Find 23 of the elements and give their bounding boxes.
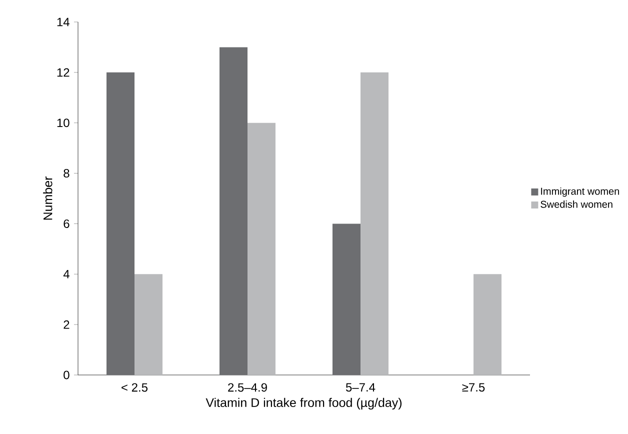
x-tick-label: 2.5–4.9 [228, 383, 267, 392]
bar [106, 72, 135, 375]
x-tick-label: < 2.5 [122, 383, 148, 392]
legend-label: Immigrant women [541, 187, 619, 197]
bar [360, 72, 389, 375]
y-axis-title: Number [43, 176, 52, 220]
y-tick-label: 0 [64, 370, 70, 380]
x-tick-label: ≥7.5 [462, 383, 485, 392]
y-tick-label: 2 [64, 320, 70, 329]
bar [332, 224, 361, 375]
bar [134, 274, 163, 375]
y-tick-label: 8 [64, 169, 70, 178]
bar [474, 274, 502, 375]
y-tick-label: 10 [57, 118, 70, 128]
bar [220, 47, 248, 375]
y-tick-label: 6 [64, 219, 70, 228]
y-tick-label: 4 [63, 270, 70, 278]
y-tick-label: 12 [57, 68, 70, 77]
y-tick-label: 14 [57, 18, 70, 26]
legend-label: Swedish women [540, 200, 612, 208]
x-tick-label: 5–7.4 [346, 383, 376, 392]
x-axis-title: Vitamin D intake from food (µg/day) [206, 398, 402, 410]
bar [248, 122, 276, 375]
